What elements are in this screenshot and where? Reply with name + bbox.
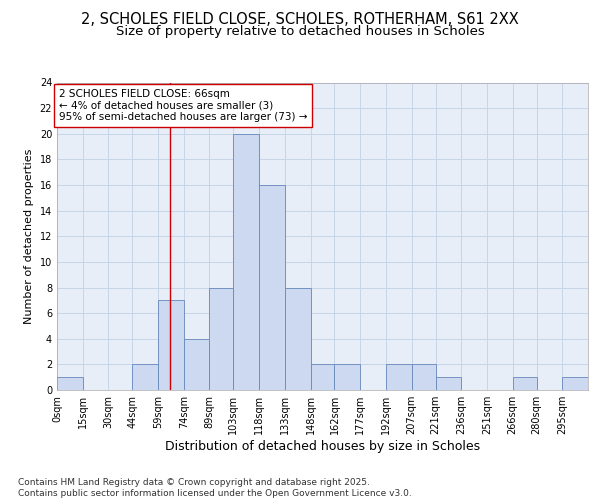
- Bar: [386, 364, 412, 390]
- Text: 2 SCHOLES FIELD CLOSE: 66sqm
← 4% of detached houses are smaller (3)
95% of semi: 2 SCHOLES FIELD CLOSE: 66sqm ← 4% of det…: [59, 89, 307, 122]
- Text: Contains HM Land Registry data © Crown copyright and database right 2025.
Contai: Contains HM Land Registry data © Crown c…: [18, 478, 412, 498]
- Bar: [412, 364, 436, 390]
- Y-axis label: Number of detached properties: Number of detached properties: [24, 148, 34, 324]
- Bar: [259, 185, 285, 390]
- Bar: [209, 288, 233, 390]
- Text: 2, SCHOLES FIELD CLOSE, SCHOLES, ROTHERHAM, S61 2XX: 2, SCHOLES FIELD CLOSE, SCHOLES, ROTHERH…: [81, 12, 519, 28]
- Bar: [512, 377, 536, 390]
- Bar: [233, 134, 259, 390]
- X-axis label: Distribution of detached houses by size in Scholes: Distribution of detached houses by size …: [165, 440, 480, 453]
- Text: Size of property relative to detached houses in Scholes: Size of property relative to detached ho…: [116, 25, 484, 38]
- Bar: [334, 364, 360, 390]
- Bar: [57, 377, 83, 390]
- Bar: [184, 339, 209, 390]
- Bar: [436, 377, 461, 390]
- Bar: [285, 288, 311, 390]
- Bar: [133, 364, 158, 390]
- Bar: [158, 300, 184, 390]
- Bar: [562, 377, 588, 390]
- Bar: [311, 364, 334, 390]
